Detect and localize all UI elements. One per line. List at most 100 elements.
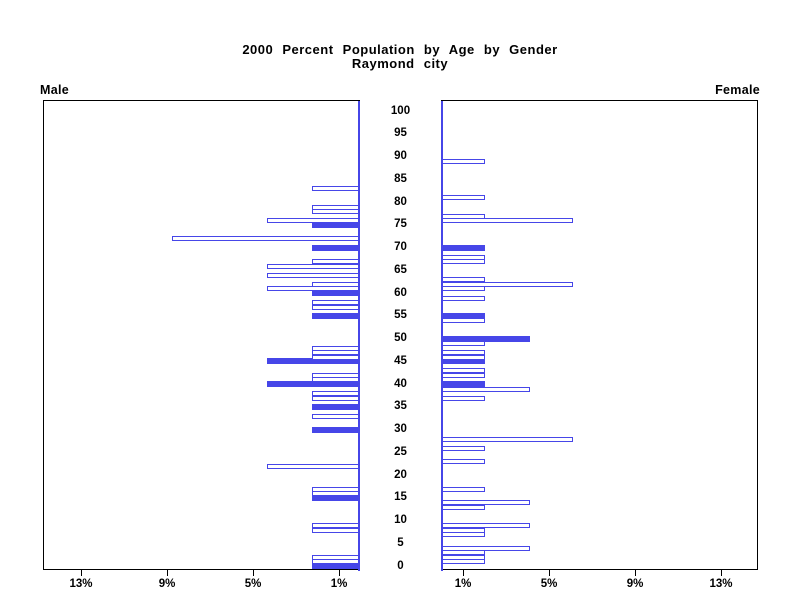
bar-male-age-75 — [312, 222, 359, 228]
pct-tick — [81, 570, 82, 576]
age-label-25: 25 — [394, 446, 407, 458]
pct-tick-label-13%: 13% — [69, 578, 93, 590]
chart-subtitle: Raymond city — [351, 56, 449, 71]
bar-male-age-76 — [267, 218, 359, 223]
bar-male-age-22 — [267, 464, 359, 469]
age-label-40: 40 — [394, 378, 407, 390]
bar-female-age-40 — [442, 381, 485, 387]
age-label-70: 70 — [394, 241, 407, 253]
bar-male-age-0 — [312, 563, 359, 569]
bar-female-age-8 — [442, 528, 485, 533]
bar-female-age-43 — [442, 368, 485, 373]
bar-male-age-62 — [312, 282, 359, 287]
bar-male-age-35 — [312, 404, 359, 410]
male-plot-area — [43, 100, 360, 571]
age-label-5: 5 — [397, 537, 404, 549]
pct-tick — [721, 570, 722, 576]
age-label-85: 85 — [394, 173, 407, 185]
age-label-75: 75 — [394, 218, 407, 230]
bar-female-age-47 — [442, 350, 485, 355]
male-panel-label: Male — [40, 83, 69, 97]
age-label-90: 90 — [394, 150, 407, 162]
age-label-15: 15 — [394, 491, 407, 503]
bar-female-age-2 — [442, 555, 485, 560]
bar-male-age-83 — [312, 186, 359, 191]
bar-female-age-46 — [442, 355, 485, 360]
bar-female-age-89 — [442, 159, 485, 164]
pct-tick-label-1%: 1% — [454, 578, 472, 590]
bar-female-age-14 — [442, 500, 530, 505]
pct-tick — [463, 570, 464, 576]
bar-male-age-15 — [312, 495, 359, 501]
bar-female-age-77 — [442, 214, 485, 219]
bar-male-age-38 — [312, 391, 359, 396]
bar-male-age-64 — [267, 273, 359, 278]
bar-female-age-76 — [442, 218, 573, 223]
bar-male-age-58 — [312, 300, 359, 305]
bar-male-age-45 — [267, 358, 359, 364]
bar-male-age-55 — [312, 313, 359, 319]
bar-male-age-9 — [312, 523, 359, 528]
bar-female-age-70 — [442, 245, 485, 251]
pct-tick-label-9%: 9% — [626, 578, 644, 590]
bar-female-age-39 — [442, 387, 530, 392]
bar-male-age-33 — [312, 414, 359, 419]
bar-female-age-23 — [442, 459, 485, 464]
bar-male-age-67 — [312, 259, 359, 264]
pct-tick — [549, 570, 550, 576]
bar-male-age-79 — [312, 205, 359, 210]
bar-female-age-55 — [442, 313, 485, 319]
age-label-35: 35 — [394, 400, 407, 412]
bar-male-age-8 — [312, 528, 359, 533]
age-label-55: 55 — [394, 309, 407, 321]
bar-female-age-63 — [442, 277, 485, 282]
age-label-20: 20 — [394, 469, 407, 481]
bar-male-age-30 — [312, 427, 359, 433]
age-label-65: 65 — [394, 264, 407, 276]
pct-tick-label-5%: 5% — [244, 578, 262, 590]
bar-male-age-66 — [267, 264, 359, 269]
age-label-80: 80 — [394, 196, 407, 208]
age-label-60: 60 — [394, 287, 407, 299]
bar-male-age-42 — [312, 373, 359, 378]
female-panel-label: Female — [715, 83, 760, 97]
bar-male-age-37 — [312, 396, 359, 401]
chart-title: 2000 Percent Population by Age by Gender — [242, 42, 558, 57]
bar-female-age-26 — [442, 446, 485, 451]
bar-male-age-72 — [172, 236, 359, 241]
bar-female-age-17 — [442, 487, 485, 492]
bar-female-age-28 — [442, 437, 573, 442]
bar-male-age-40 — [267, 381, 359, 387]
age-label-50: 50 — [394, 332, 407, 344]
bar-male-age-60 — [312, 290, 359, 296]
bar-female-age-50 — [442, 336, 530, 342]
bar-male-age-70 — [312, 245, 359, 251]
bar-female-age-9 — [442, 523, 530, 528]
age-label-30: 30 — [394, 423, 407, 435]
bar-female-age-37 — [442, 396, 485, 401]
bar-female-age-13 — [442, 505, 485, 510]
age-label-0: 0 — [397, 560, 404, 572]
female-plot-area — [441, 100, 758, 571]
bar-male-age-17 — [312, 487, 359, 492]
bar-female-age-62 — [442, 282, 573, 287]
age-label-10: 10 — [394, 514, 407, 526]
pct-tick-label-9%: 9% — [158, 578, 176, 590]
age-label-45: 45 — [394, 355, 407, 367]
bar-male-age-46 — [312, 355, 359, 360]
bar-male-age-2 — [312, 555, 359, 560]
age-label-100: 100 — [390, 105, 411, 117]
bar-male-age-48 — [312, 346, 359, 351]
pct-tick — [167, 570, 168, 576]
bar-female-age-42 — [442, 373, 485, 378]
bar-female-age-81 — [442, 195, 485, 200]
pct-tick-label-1%: 1% — [330, 578, 348, 590]
bar-female-age-59 — [442, 296, 485, 301]
pct-tick — [339, 570, 340, 576]
bar-female-age-4 — [442, 546, 530, 551]
bar-male-age-57 — [312, 305, 359, 310]
bar-female-age-45 — [442, 358, 485, 364]
pct-tick-label-5%: 5% — [540, 578, 558, 590]
age-label-95: 95 — [394, 127, 407, 139]
male-zero-axis-line — [358, 101, 360, 571]
